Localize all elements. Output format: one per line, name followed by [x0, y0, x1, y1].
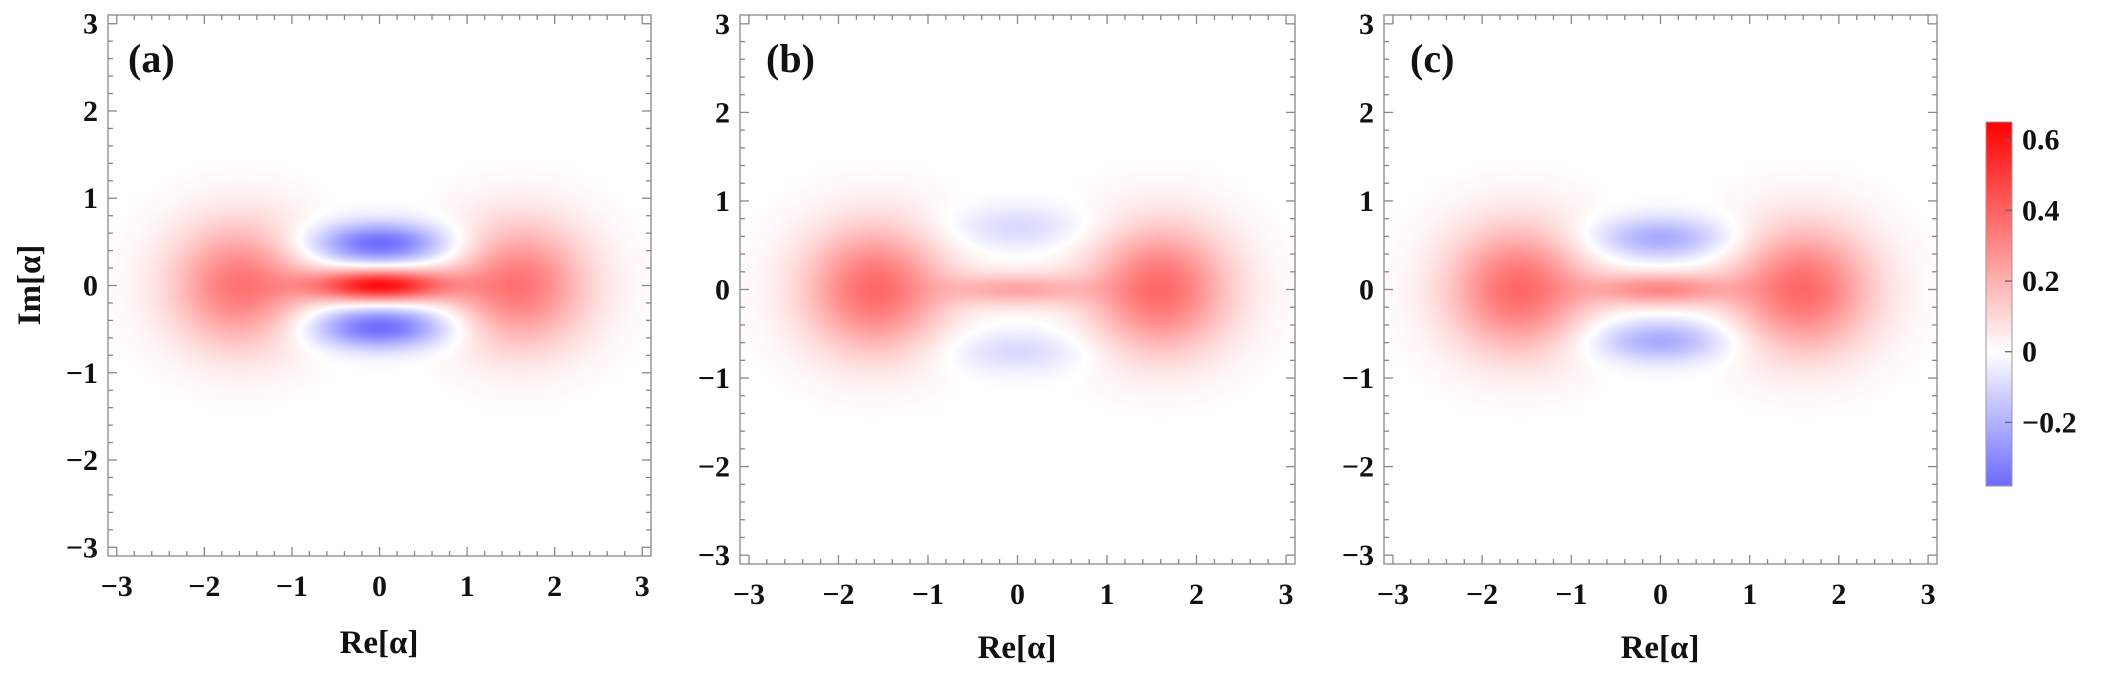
- x-axis-label-c: Re[α]: [1621, 630, 1700, 666]
- y-tick-label: −3: [66, 531, 98, 564]
- x-tick-label: −3: [733, 578, 765, 611]
- y-tick-label: −3: [1342, 539, 1374, 572]
- y-tick-label: 1: [83, 182, 98, 215]
- ticks-c: −3−3 −2 −2 −1 −1 0 0 1 1 2 2 3 3: [1342, 8, 1937, 611]
- colorbar-tick-label: 0.6: [2022, 124, 2060, 157]
- heatmap-c: [1384, 15, 1937, 564]
- y-tick-label: 2: [1359, 96, 1374, 129]
- colorbar-gradient: [1985, 121, 2013, 487]
- x-tick-label: 2: [547, 570, 562, 603]
- x-tick-label: 3: [635, 570, 650, 603]
- ticks-b: −3−3 −2 −2 −1 −1 0 0 1 1 2 2 3 3: [698, 8, 1295, 611]
- heatmap-b: [740, 15, 1295, 564]
- y-tick-label: 0: [1359, 274, 1374, 307]
- panel-b: −3−3 −2 −2 −1 −1 0 0 1 1 2 2 3 3 (b) Re[α]: [698, 8, 1296, 666]
- x-tick-label: 0: [1653, 578, 1668, 611]
- colorbar: 0.6 0.4 0.2 0 −0.2: [1985, 121, 2077, 487]
- x-tick-label: 1: [1742, 578, 1757, 611]
- x-tick-label: 3: [1279, 578, 1294, 611]
- x-tick-label: 1: [1100, 578, 1115, 611]
- x-axis-label-a: Re[α]: [340, 625, 419, 661]
- y-tick-label: 1: [715, 185, 730, 218]
- x-tick-label: 2: [1831, 578, 1846, 611]
- y-tick-label: 0: [83, 270, 98, 303]
- y-axis-label-a: Im[α]: [12, 245, 48, 326]
- y-tick-label: 2: [83, 95, 98, 128]
- x-tick-label: 0: [1010, 578, 1025, 611]
- colorbar-tick-label: 0: [2022, 336, 2037, 369]
- y-tick-label: 1: [1359, 185, 1374, 218]
- x-tick-label: −3: [101, 570, 133, 603]
- y-tick-label: 3: [715, 8, 730, 41]
- x-tick-label: 2: [1189, 578, 1204, 611]
- y-tick-label: −1: [1342, 362, 1374, 395]
- colorbar-tick-label: 0.4: [2022, 194, 2060, 227]
- x-tick-label: 1: [460, 570, 475, 603]
- panel-label-a: (a): [128, 36, 175, 81]
- x-tick-label: 0: [372, 570, 387, 603]
- panel-a: −3−3 −2 −2 −1 −1 0 0 1 1 2 2 3 3 (a) Re[α] Im[α]: [12, 8, 652, 661]
- y-tick-label: −2: [1342, 451, 1374, 484]
- x-tick-label: −1: [276, 570, 308, 603]
- colorbar-tick-label: −0.2: [2022, 406, 2077, 439]
- x-tick-label: −2: [188, 570, 220, 603]
- x-axis-label-b: Re[α]: [978, 630, 1057, 666]
- colorbar-tick-label: 0.2: [2022, 265, 2060, 298]
- y-tick-label: 2: [715, 96, 730, 129]
- y-tick-label: −2: [698, 451, 730, 484]
- y-tick-label: −3: [698, 539, 730, 572]
- y-tick-label: 3: [83, 8, 98, 41]
- y-tick-label: 0: [715, 274, 730, 307]
- y-tick-label: −2: [66, 444, 98, 477]
- y-tick-label: −1: [66, 357, 98, 390]
- y-tick-label: −1: [698, 362, 730, 395]
- x-tick-label: −1: [1555, 578, 1587, 611]
- ticks-a: −3−3 −2 −2 −1 −1 0 0 1 1 2 2 3 3: [66, 8, 651, 603]
- panel-label-b: (b): [766, 36, 815, 81]
- heatmap-a: [108, 15, 651, 556]
- x-tick-label: 3: [1921, 578, 1936, 611]
- colorbar-ticks: 0.6 0.4 0.2 0 −0.2: [2005, 124, 2077, 439]
- x-tick-label: −1: [912, 578, 944, 611]
- panel-c: −3−3 −2 −2 −1 −1 0 0 1 1 2 2 3 3 (c) Re[α]: [1342, 8, 1938, 666]
- x-tick-label: −2: [822, 578, 854, 611]
- x-tick-label: −3: [1377, 578, 1409, 611]
- y-tick-label: 3: [1359, 8, 1374, 41]
- panel-label-c: (c): [1410, 36, 1454, 81]
- x-tick-label: −2: [1466, 578, 1498, 611]
